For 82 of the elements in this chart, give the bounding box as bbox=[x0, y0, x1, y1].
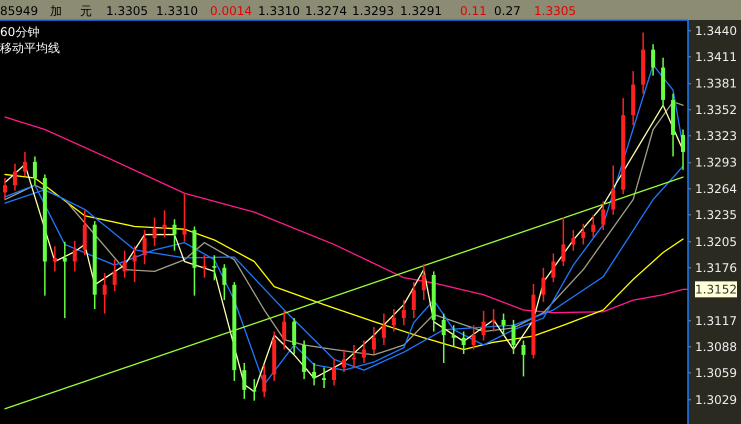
candlestick bbox=[382, 312, 386, 346]
candlestick bbox=[681, 128, 686, 171]
candlestick bbox=[611, 164, 616, 216]
text: 0.11 bbox=[460, 4, 487, 18]
candlestick bbox=[342, 348, 346, 373]
candlestick bbox=[142, 229, 147, 265]
candlestick bbox=[112, 258, 117, 292]
text: 1.3305 bbox=[106, 4, 148, 18]
candlestick bbox=[172, 218, 176, 252]
text: 1.3310 bbox=[258, 4, 300, 18]
candlestick bbox=[551, 252, 556, 283]
candlestick bbox=[462, 330, 466, 355]
y-tick-label: 1.3029 bbox=[695, 392, 737, 407]
data-label: 1.3152 bbox=[695, 282, 737, 296]
y-tick-label: 1.3205 bbox=[695, 234, 737, 249]
candlestick bbox=[571, 229, 576, 252]
y-tick-label: 1.3352 bbox=[695, 102, 737, 117]
candlestick bbox=[422, 263, 426, 301]
y-tick-label: 1.3117 bbox=[695, 314, 737, 328]
candlestick bbox=[212, 254, 216, 282]
candlestick bbox=[541, 267, 546, 303]
y-tick-label: 1.3411 bbox=[695, 50, 737, 64]
text: 0.27 bbox=[494, 4, 521, 18]
candlestick bbox=[62, 241, 67, 319]
candlestick bbox=[132, 245, 137, 283]
candlestick bbox=[362, 340, 366, 364]
text: 0.0014 bbox=[210, 4, 252, 18]
candlestick bbox=[152, 216, 157, 247]
candlestick bbox=[222, 263, 226, 301]
candlestick bbox=[442, 312, 446, 364]
text: 加 bbox=[50, 4, 62, 18]
y-tick-label: 1.3235 bbox=[695, 208, 737, 222]
y-tick-label: 1.3381 bbox=[695, 76, 737, 91]
candlestick bbox=[312, 362, 316, 386]
text: 85949 bbox=[0, 4, 38, 18]
candlestick bbox=[182, 193, 186, 242]
candlestick bbox=[242, 362, 246, 400]
text: 1.3305 bbox=[534, 4, 576, 18]
candlestick bbox=[122, 250, 127, 278]
text: 1.3310 bbox=[156, 4, 198, 18]
y-tick-label: 1.3176 bbox=[695, 260, 737, 275]
candlestick bbox=[561, 216, 566, 267]
candlestick bbox=[412, 281, 416, 319]
candlestick bbox=[72, 240, 77, 272]
candlestick bbox=[452, 324, 456, 348]
candlestick bbox=[392, 308, 396, 332]
candlestick bbox=[581, 223, 586, 246]
text: 1.3274 bbox=[305, 4, 347, 18]
y-tick-label: 1.3088 bbox=[695, 340, 737, 354]
candlestick bbox=[482, 310, 486, 342]
candlestick bbox=[162, 210, 167, 238]
text: 1.3291 bbox=[400, 4, 442, 18]
y-tick-label: 1.3323 bbox=[695, 128, 737, 143]
candlestick bbox=[521, 340, 526, 378]
candlestick bbox=[22, 151, 27, 177]
candlestick bbox=[502, 312, 506, 337]
y-tick-label: 1.3440 bbox=[695, 24, 737, 38]
y-tick-label: 1.3264 bbox=[695, 182, 737, 196]
candlestick bbox=[262, 364, 266, 398]
candlestick bbox=[512, 319, 516, 355]
candlestick bbox=[402, 299, 406, 326]
text: 1.3293 bbox=[352, 4, 394, 18]
candlestick bbox=[52, 245, 57, 272]
y-tick-label: 1.3059 bbox=[695, 366, 737, 380]
text: 移动平均线 bbox=[0, 41, 60, 55]
chart-title: 60分钟 bbox=[0, 25, 40, 39]
y-tick-label: 1.3293 bbox=[695, 156, 737, 170]
candlestick bbox=[591, 214, 596, 238]
candlestick bbox=[32, 156, 37, 186]
candlestick bbox=[12, 162, 17, 192]
candlestick bbox=[332, 358, 336, 386]
text: 元 bbox=[80, 4, 92, 18]
candlestick bbox=[102, 272, 107, 314]
candlestick bbox=[282, 310, 286, 350]
candlestick bbox=[372, 326, 376, 355]
candlestick bbox=[651, 43, 656, 76]
candlestick bbox=[472, 324, 476, 350]
candlestick bbox=[2, 177, 7, 200]
candlestick bbox=[202, 254, 206, 278]
candlestick bbox=[322, 366, 326, 389]
candlestick bbox=[352, 344, 356, 370]
candlestick bbox=[292, 317, 296, 355]
